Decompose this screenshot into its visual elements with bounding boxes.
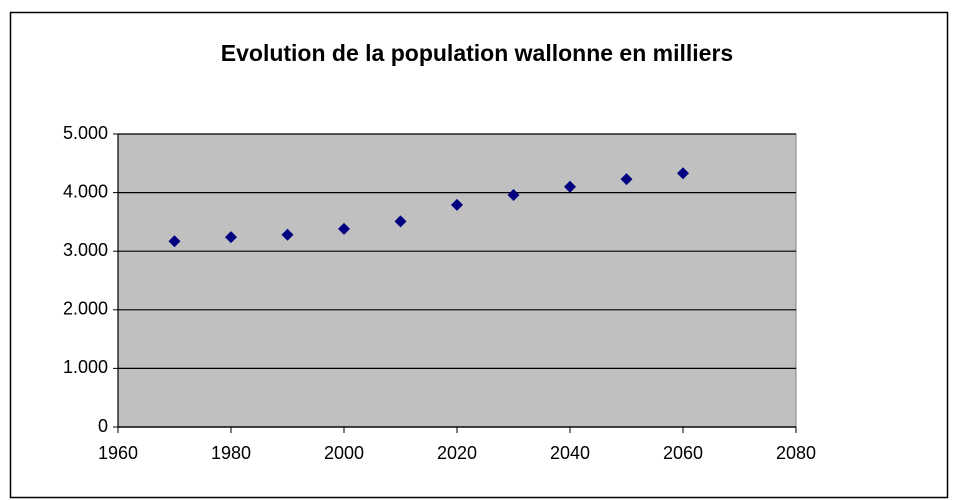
x-tick-label: 2060 [663, 443, 703, 463]
point [507, 188, 520, 201]
point [168, 235, 181, 248]
y-tick-label: 1.000 [63, 357, 108, 377]
x-tick-label: 1980 [211, 443, 251, 463]
y-tick-label: 4.000 [63, 181, 108, 201]
x-tick-label: 2080 [776, 443, 816, 463]
plot-area [117, 133, 797, 428]
y-tick-label: 5.000 [63, 123, 108, 143]
point [394, 215, 407, 228]
y-tick-label: 3.000 [63, 240, 108, 260]
point [225, 231, 237, 244]
point [677, 167, 689, 180]
point [281, 228, 294, 241]
x-tick-label: 2000 [324, 443, 364, 463]
y-tick-label: 2.000 [63, 299, 108, 319]
point [564, 180, 576, 193]
point [338, 222, 350, 235]
point [451, 198, 463, 211]
x-tick-label: 2040 [550, 443, 590, 463]
y-tick-label: 0 [98, 416, 108, 436]
x-tick-label: 1960 [98, 443, 138, 463]
point [620, 173, 633, 186]
chart-title: Evolution de la population wallonne en m… [221, 40, 733, 66]
x-tick-label: 2020 [437, 443, 477, 463]
